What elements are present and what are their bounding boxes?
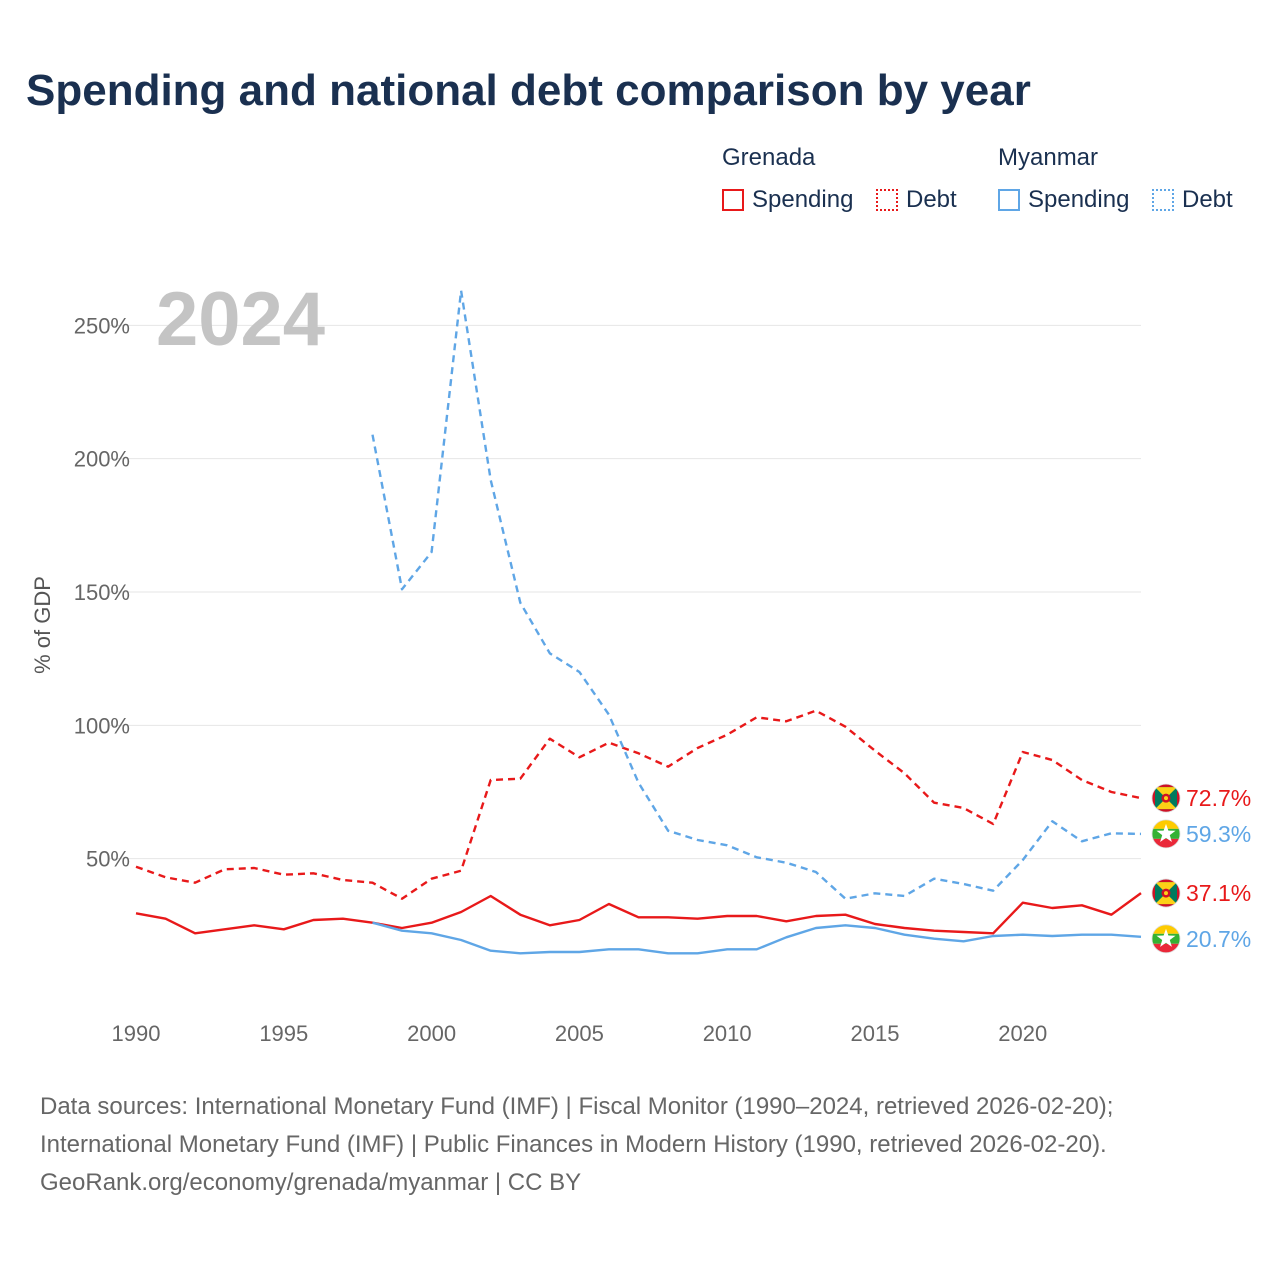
y-tick-label: 100% xyxy=(74,713,130,738)
grenada-debt-line xyxy=(135,709,1142,900)
legend-label: Spending xyxy=(1028,186,1130,213)
legend-label: Debt xyxy=(1182,186,1233,213)
grenada-spending-line xyxy=(135,892,1142,935)
x-tick-label: 2000 xyxy=(407,1021,456,1046)
legend-label: Debt xyxy=(906,186,957,213)
data-sources: Data sources: International Monetary Fun… xyxy=(40,1088,1260,1202)
year-watermark: 2024 xyxy=(156,277,325,362)
end-value-label: 59.3% xyxy=(1186,821,1251,847)
legend-swatch-dotted-icon xyxy=(1152,189,1174,211)
y-tick-label: 50% xyxy=(86,847,130,872)
y-axis-label: % of GDP xyxy=(30,576,55,674)
grenada-flag-icon xyxy=(1151,878,1181,908)
y-tick-label: 250% xyxy=(74,313,130,338)
grenada-flag-icon xyxy=(1151,783,1181,813)
legend-swatch-solid-icon xyxy=(722,189,744,211)
chart-title: Spending and national debt comparison by… xyxy=(26,66,1031,115)
x-tick-label: 1990 xyxy=(112,1021,161,1046)
legend-swatch-dotted-icon xyxy=(876,189,898,211)
legend-item-myanmar-debt[interactable]: Debt xyxy=(1152,186,1233,214)
legend-item-myanmar-spending[interactable]: Spending xyxy=(998,186,1129,214)
grenada-debt-point xyxy=(903,771,907,775)
x-axis-ticks: 1990 1995 2000 2005 2010 2015 2020 xyxy=(112,1021,1048,1046)
grenada-debt-point xyxy=(1139,796,1143,800)
source-line-3: GeoRank.org/economy/grenada/myanmar | CC… xyxy=(40,1169,582,1196)
end-labels: 72.7% 37.1% 59.3% 20.7% xyxy=(1151,783,1251,954)
myanmar-spending-line xyxy=(372,921,1142,955)
grenada-debt-point xyxy=(223,867,227,871)
grenada-debt-point xyxy=(341,878,345,882)
myanmar-debt-point xyxy=(784,861,788,865)
x-tick-label: 2020 xyxy=(998,1021,1047,1046)
legend-swatch-solid-icon xyxy=(998,189,1020,211)
x-tick-label: 2005 xyxy=(555,1021,604,1046)
y-axis-ticks: 50% 100% 150% 200% 250% xyxy=(74,313,130,871)
end-value-label: 37.1% xyxy=(1186,880,1251,906)
myanmar-debt-line xyxy=(371,289,1142,900)
grenada-debt-point xyxy=(962,806,966,810)
grenada-debt-point xyxy=(725,733,729,737)
end-value-label: 20.7% xyxy=(1186,926,1251,952)
legend-item-grenada-spending[interactable]: Spending xyxy=(722,186,853,214)
myanmar-debt-point xyxy=(637,781,641,785)
x-tick-label: 2010 xyxy=(703,1021,752,1046)
myanmar-flag-icon xyxy=(1151,924,1181,954)
y-tick-label: 150% xyxy=(74,580,130,605)
series-lines xyxy=(135,289,1143,955)
legend-group-grenada: Grenada xyxy=(722,144,816,171)
end-value-label: 72.7% xyxy=(1186,785,1251,811)
grenada-debt-point xyxy=(282,873,286,877)
x-tick-label: 2015 xyxy=(850,1021,899,1046)
legend-label: Spending xyxy=(752,186,854,213)
myanmar-flag-icon xyxy=(1151,819,1181,849)
grenada-debt-point xyxy=(607,741,611,745)
line-chart: 2024 50% 100% 150% 200% 250% 1990 1995 2000 200… xyxy=(30,277,1251,1046)
source-line-2: International Monetary Fund (IMF) | Publ… xyxy=(40,1131,1107,1158)
legend-group-myanmar: Myanmar xyxy=(998,144,1099,171)
gridlines xyxy=(110,324,1141,860)
legend-item-grenada-debt[interactable]: Debt xyxy=(876,186,957,214)
y-tick-label: 200% xyxy=(74,447,130,472)
x-tick-label: 1995 xyxy=(259,1021,308,1046)
source-line-1: Data sources: International Monetary Fun… xyxy=(40,1093,1114,1120)
